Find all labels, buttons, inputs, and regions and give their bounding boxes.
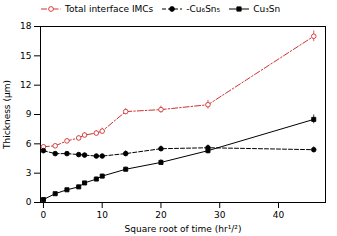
svg-text:40: 40	[273, 210, 285, 220]
svg-text:18: 18	[20, 21, 32, 31]
svg-text:6: 6	[26, 139, 32, 149]
html-text:Total interface IMCs: Total interface IMCs	[65, 4, 154, 14]
svg-text:10: 10	[96, 210, 108, 220]
html-text:Cu₃Sn: Cu₃Sn	[253, 4, 281, 14]
svg-text:15: 15	[20, 51, 31, 61]
svg-text:20: 20	[155, 210, 167, 220]
svg-text:12: 12	[20, 80, 31, 90]
svg-text:Square root of time (hr¹/²): Square root of time (hr¹/²)	[125, 224, 242, 234]
svg-text:9: 9	[26, 109, 32, 119]
svg-text:0: 0	[41, 210, 47, 220]
svg-text:30: 30	[214, 210, 226, 220]
svg-text:3: 3	[26, 168, 32, 178]
html-text:-Cu₆Sn₅: -Cu₆Sn₅	[186, 4, 221, 14]
svg-text:0: 0	[26, 197, 32, 207]
svg-text:Thickness (μm): Thickness (μm)	[2, 80, 12, 150]
